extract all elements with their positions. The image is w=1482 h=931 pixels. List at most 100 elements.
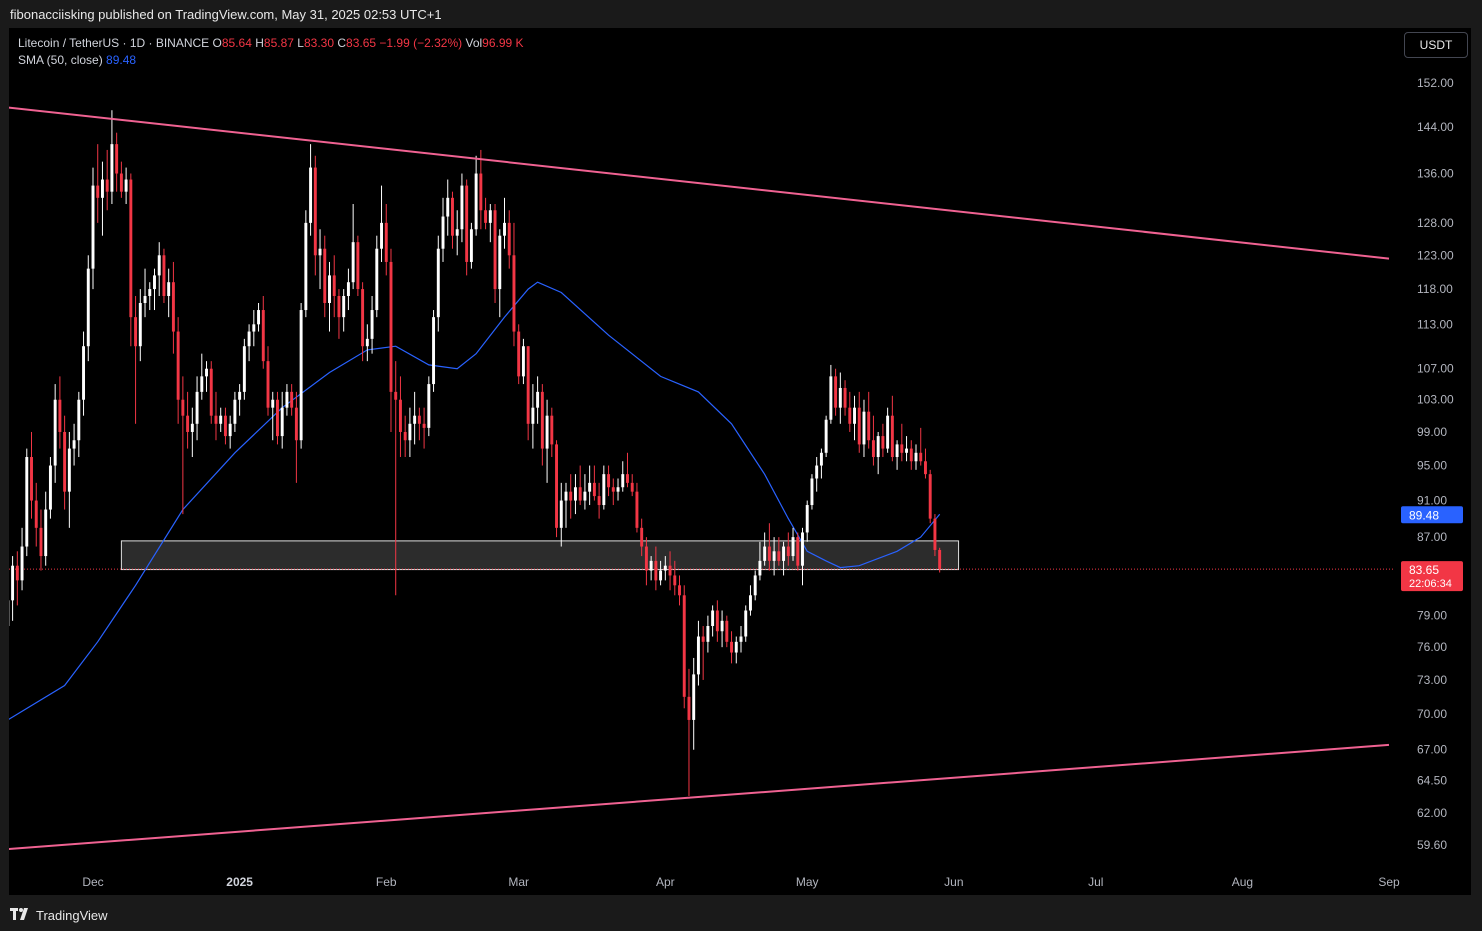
candle-body[interactable]	[30, 457, 33, 501]
candle-body[interactable]	[621, 474, 625, 488]
candle-body[interactable]	[356, 242, 360, 290]
candle-body[interactable]	[375, 248, 379, 311]
candle-body[interactable]	[455, 229, 459, 236]
candle-body[interactable]	[881, 436, 885, 449]
candle-body[interactable]	[190, 423, 194, 432]
candle-body[interactable]	[153, 275, 156, 290]
candle-body[interactable]	[271, 399, 275, 408]
candle-body[interactable]	[573, 487, 577, 501]
candle-body[interactable]	[48, 465, 52, 510]
candle-body[interactable]	[644, 546, 648, 571]
candle-body[interactable]	[938, 549, 942, 570]
candle-body[interactable]	[309, 167, 313, 223]
candle-body[interactable]	[734, 641, 738, 653]
candle-body[interactable]	[805, 505, 809, 533]
candle-body[interactable]	[767, 546, 771, 561]
candle-body[interactable]	[242, 346, 246, 392]
candle-body[interactable]	[819, 452, 823, 466]
candle-body[interactable]	[673, 575, 677, 586]
candle-body[interactable]	[124, 179, 128, 192]
candle-body[interactable]	[503, 222, 506, 236]
candle-body[interactable]	[857, 407, 861, 445]
support-zone-rectangle[interactable]	[120, 540, 960, 571]
candle-body[interactable]	[294, 407, 298, 441]
candle-body[interactable]	[692, 674, 696, 720]
candle-body[interactable]	[649, 560, 653, 571]
candle-body[interactable]	[545, 415, 549, 449]
candle-body[interactable]	[214, 415, 218, 424]
candle-body[interactable]	[413, 415, 417, 424]
candle-body[interactable]	[370, 310, 374, 339]
candle-body[interactable]	[810, 478, 814, 506]
tradingview-brand[interactable]: TradingView	[10, 907, 108, 923]
candle-body[interactable]	[11, 565, 15, 601]
candle-body[interactable]	[162, 255, 166, 297]
candle-body[interactable]	[148, 289, 152, 297]
candle-body[interactable]	[536, 391, 540, 408]
candle-body[interactable]	[928, 474, 932, 519]
candle-body[interactable]	[441, 216, 445, 249]
candle-body[interactable]	[890, 415, 894, 458]
candle-body[interactable]	[909, 448, 913, 462]
candle-body[interactable]	[299, 310, 303, 441]
candle-body[interactable]	[252, 324, 256, 332]
candle-body[interactable]	[484, 210, 488, 223]
candle-body[interactable]	[659, 570, 663, 581]
candle-body[interactable]	[365, 338, 369, 347]
candle-body[interactable]	[195, 391, 199, 424]
candle-body[interactable]	[380, 222, 383, 249]
candle-body[interactable]	[772, 551, 776, 561]
candle-body[interactable]	[616, 487, 620, 492]
candle-body[interactable]	[687, 696, 691, 720]
candle-body[interactable]	[209, 368, 213, 416]
candle-body[interactable]	[701, 636, 705, 642]
candle-body[interactable]	[427, 384, 431, 428]
currency-button[interactable]: USDT	[1404, 32, 1468, 58]
candle-body[interactable]	[512, 255, 516, 332]
candle-body[interactable]	[786, 546, 790, 557]
candle-body[interactable]	[540, 391, 544, 449]
candle-body[interactable]	[389, 261, 393, 392]
candle-body[interactable]	[323, 248, 327, 303]
candle-body[interactable]	[20, 546, 24, 581]
candle-body[interactable]	[432, 317, 436, 385]
candle-body[interactable]	[696, 636, 700, 675]
candle-body[interactable]	[96, 185, 100, 198]
candle-body[interactable]	[181, 399, 185, 416]
candle-body[interactable]	[266, 361, 270, 408]
candle-body[interactable]	[678, 585, 681, 596]
candle-body[interactable]	[53, 399, 57, 466]
candle-body[interactable]	[578, 487, 582, 501]
candle-body[interactable]	[285, 391, 289, 408]
candle-body[interactable]	[569, 491, 573, 501]
candle-body[interactable]	[115, 144, 119, 174]
candle-body[interactable]	[834, 376, 838, 408]
candle-body[interactable]	[304, 222, 308, 311]
candle-body[interactable]	[559, 500, 563, 528]
candle-body[interactable]	[134, 317, 138, 347]
candle-body[interactable]	[914, 452, 918, 462]
candle-body[interactable]	[801, 532, 804, 566]
candle-body[interactable]	[867, 411, 871, 441]
candle-body[interactable]	[488, 210, 492, 223]
candle-body[interactable]	[58, 399, 62, 432]
candle-body[interactable]	[63, 431, 67, 492]
candle-body[interactable]	[15, 565, 19, 581]
chart-pane[interactable]: 152.00 144.00 136.00 128.00 123.00 118.00 113.…	[9, 28, 1471, 895]
candle-body[interactable]	[186, 415, 190, 432]
candle-body[interactable]	[744, 610, 748, 637]
candle-body[interactable]	[597, 496, 601, 506]
candlestick-chart[interactable]: 152.00 144.00 136.00 128.00 123.00 118.00 113.…	[9, 28, 1471, 895]
candle-body[interactable]	[640, 527, 644, 547]
candle-body[interactable]	[763, 546, 767, 561]
candle-body[interactable]	[507, 222, 511, 256]
candle-body[interactable]	[630, 482, 634, 492]
candle-body[interactable]	[446, 197, 450, 217]
candle-body[interactable]	[682, 595, 686, 697]
candle-body[interactable]	[498, 235, 502, 290]
candle-body[interactable]	[924, 461, 927, 475]
candle-body[interactable]	[313, 167, 317, 256]
candle-body[interactable]	[824, 419, 828, 453]
candle-body[interactable]	[474, 173, 478, 230]
candle-body[interactable]	[564, 491, 568, 501]
